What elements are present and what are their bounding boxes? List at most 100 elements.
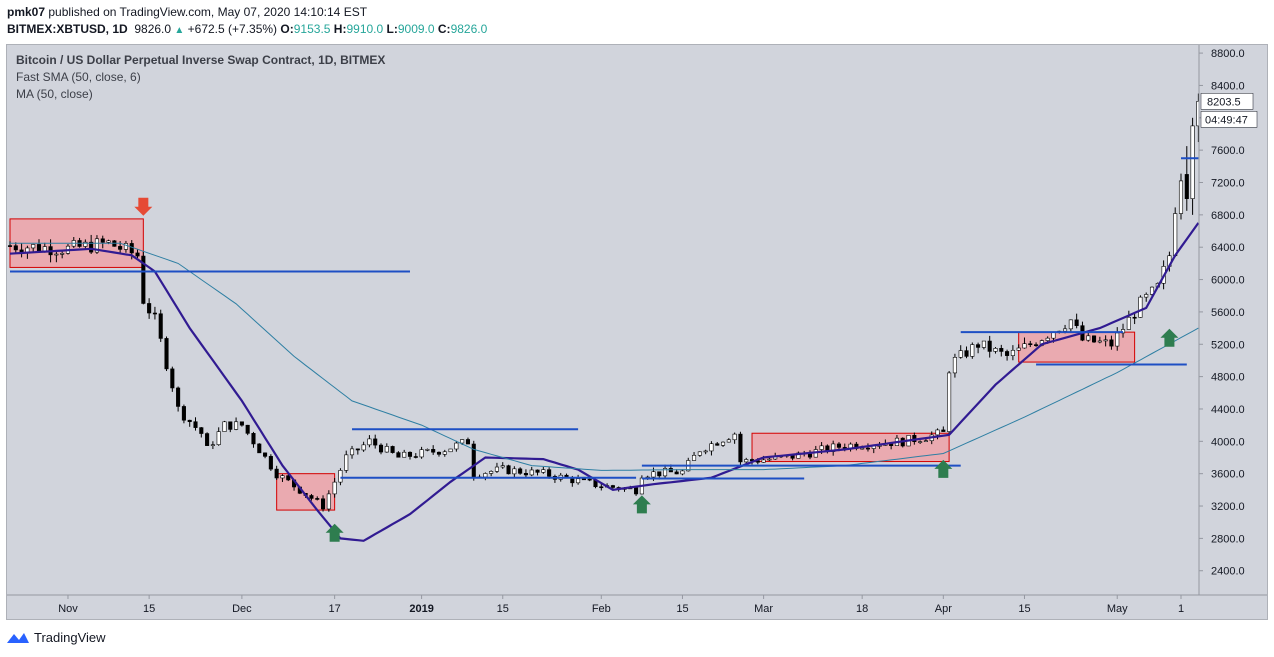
- tradingview-brand: TradingView: [34, 630, 106, 645]
- candle-up: [54, 253, 59, 256]
- chart-panel[interactable]: 2400.0 2800.0 3200.0 3600.0 4000.0 4400.0 4800…: [6, 44, 1268, 620]
- candle-up: [732, 433, 737, 441]
- candle-down: [199, 427, 204, 434]
- candle-down: [89, 241, 94, 253]
- candle-down: [599, 486, 604, 489]
- y-tick-label: 4800.0: [1211, 372, 1245, 384]
- ma-line: [10, 242, 1199, 471]
- candle-down: [7, 245, 13, 247]
- x-tick-label: 1: [1178, 603, 1184, 615]
- y-tick-label: 6000.0: [1211, 275, 1245, 287]
- candle-down: [164, 338, 169, 370]
- candle-up: [1144, 294, 1149, 298]
- candle-up: [454, 442, 459, 450]
- candle-down: [321, 498, 326, 510]
- candle-up: [1097, 340, 1102, 343]
- candle-up: [651, 471, 656, 478]
- candle-down: [36, 244, 42, 252]
- candle-down: [373, 438, 378, 446]
- candle-up: [106, 240, 111, 243]
- candle-up: [1173, 213, 1178, 257]
- candle-up: [947, 372, 952, 432]
- candle-up: [361, 444, 366, 451]
- candle-up: [918, 441, 923, 443]
- x-tick-label: 15: [676, 603, 688, 615]
- legend-ma[interactable]: MA (50, close): [16, 87, 93, 101]
- candle-down: [1109, 339, 1114, 347]
- candle-up: [83, 241, 88, 247]
- candle-down: [158, 313, 163, 339]
- close-value: 9826.0: [450, 22, 488, 36]
- candle-up: [1178, 180, 1184, 214]
- candle-up: [60, 253, 65, 255]
- candle-down: [193, 421, 198, 428]
- candle-up: [222, 421, 227, 432]
- candle-down: [523, 473, 528, 476]
- candle-up: [500, 465, 505, 468]
- x-tick-label: 15: [143, 603, 155, 615]
- candle-down: [587, 478, 592, 481]
- y-tick-label: 2400.0: [1211, 566, 1245, 578]
- candle-down: [141, 255, 146, 304]
- high-value: 9910.0: [346, 22, 384, 36]
- candle-up: [726, 439, 731, 443]
- y-tick-label: 3600.0: [1211, 469, 1245, 481]
- candle-up: [1010, 349, 1015, 356]
- candle-up: [1149, 286, 1155, 295]
- time-axis: [7, 595, 1267, 619]
- candle-down: [1184, 174, 1189, 199]
- candle-up: [402, 451, 407, 458]
- candle-down: [431, 449, 436, 453]
- fast-sma-line: [9, 222, 1200, 542]
- candle-down: [941, 429, 946, 432]
- legend-fast-sma[interactable]: Fast SMA (50, close, 6): [16, 70, 141, 84]
- y-tick-label: 8800.0: [1211, 48, 1245, 60]
- ohlc-bar: BITMEX:XBTUSD, 1D 9826.0 ▲ +672.5 (+7.35…: [7, 22, 487, 36]
- x-tick-label: 2019: [409, 603, 433, 615]
- tradingview-footer[interactable]: TradingView: [6, 630, 106, 645]
- high-label: H:: [333, 22, 347, 36]
- candle-down: [413, 456, 418, 458]
- chart-svg[interactable]: 2400.0 2800.0 3200.0 3600.0 4000.0 4400.0 4800…: [7, 45, 1267, 619]
- candle-up: [326, 493, 331, 510]
- candle-up: [210, 444, 215, 446]
- up-triangle-icon: ▲: [174, 25, 185, 36]
- symbol-label: BITMEX:XBTUSD, 1D: [7, 22, 128, 36]
- y-tick-label: 6400.0: [1211, 242, 1245, 254]
- arrow-up-icon: [325, 523, 344, 542]
- candle-up: [692, 454, 697, 461]
- x-tick-label: Mar: [754, 603, 773, 615]
- candle-up: [512, 468, 517, 475]
- candle-up: [1138, 296, 1143, 318]
- y-tick-label: 2800.0: [1211, 533, 1245, 545]
- candle-down: [205, 433, 210, 446]
- candle-down: [152, 312, 157, 315]
- candle-down: [315, 498, 320, 500]
- candle-up: [123, 243, 128, 250]
- candle-up: [1045, 337, 1050, 341]
- candle-down: [436, 451, 442, 455]
- candle-down: [228, 421, 233, 430]
- price-axis: [1199, 45, 1267, 619]
- y-tick-label: 4400.0: [1211, 404, 1245, 416]
- countdown-label: 04:49:47: [1205, 114, 1248, 126]
- candle-down: [118, 246, 123, 250]
- current-price-label: 8203.5: [1207, 96, 1241, 108]
- candle-up: [442, 451, 447, 455]
- candle-up: [425, 449, 430, 451]
- candle-down: [1005, 351, 1010, 356]
- candle-up: [216, 431, 221, 445]
- candle-down: [251, 433, 256, 445]
- author-name[interactable]: pmk07: [7, 5, 46, 19]
- arrow-down-icon: [134, 197, 153, 216]
- x-tick-label: Nov: [58, 603, 78, 615]
- candle-down: [976, 344, 981, 348]
- candle-down: [274, 468, 279, 479]
- candle-up: [952, 357, 957, 374]
- candle-up: [663, 468, 668, 477]
- candle-down: [100, 238, 105, 243]
- close-label: C:: [437, 22, 451, 36]
- candle-down: [535, 469, 540, 473]
- candle-down: [147, 303, 152, 314]
- candle-up: [1063, 328, 1068, 332]
